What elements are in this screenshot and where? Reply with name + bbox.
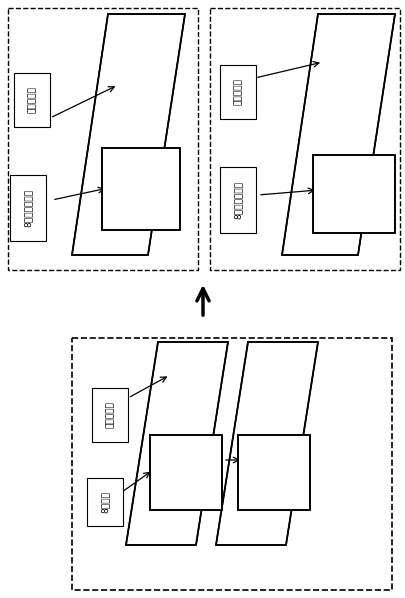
Bar [237,435,309,510]
Bar [72,338,391,590]
Bar [102,148,179,230]
Text: 8字线圈下回路: 8字线圈下回路 [233,181,242,219]
Text: 8字线圈: 8字线圈 [100,491,109,513]
Polygon shape [72,14,185,255]
Polygon shape [215,342,317,545]
Text: 圆锥形磁铁: 圆锥形磁铁 [233,78,242,105]
Text: 圆锥形磁铁: 圆锥形磁铁 [28,87,36,114]
Polygon shape [126,342,228,545]
Bar [149,435,222,510]
Text: 8字线圈上回路: 8字线圈上回路 [23,189,32,227]
Text: 圆锥形磁铁: 圆锥形磁铁 [105,402,114,428]
Bar [8,8,198,270]
Polygon shape [281,14,394,255]
Bar [312,155,394,233]
Bar [209,8,399,270]
